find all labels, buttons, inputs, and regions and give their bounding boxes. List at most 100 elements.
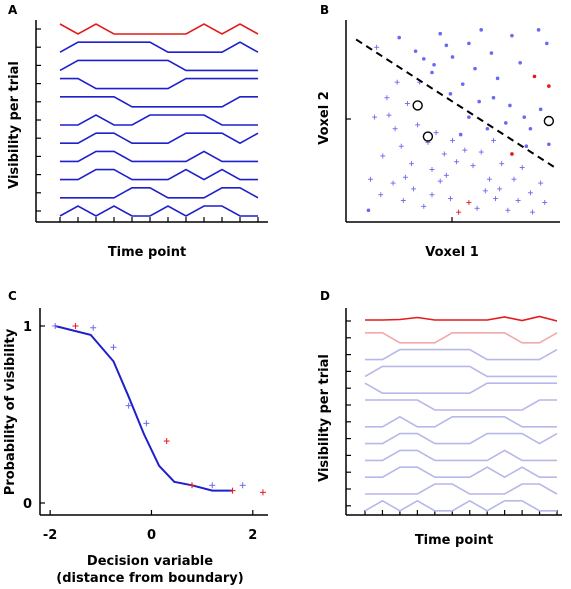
scatter-point-plus [437, 178, 443, 184]
scatter-point-star [518, 61, 522, 65]
scatter-point-plus [474, 205, 480, 211]
scatter-point-plus [392, 126, 398, 132]
x-tick-label: -2 [43, 528, 57, 543]
panel-b: B Voxel 2 Voxel 1 [317, 3, 560, 260]
probability-point [125, 402, 132, 409]
panel-c-points [52, 323, 266, 496]
scatter-point-plus [511, 176, 517, 182]
trial-line [59, 59, 258, 72]
panel-c-letter: C [8, 289, 17, 303]
scatter-point-star [522, 115, 527, 119]
scatter-point-star [489, 51, 494, 55]
scatter-point-star [473, 66, 477, 71]
probability-point [229, 487, 236, 494]
trial-line [59, 23, 259, 35]
scatter-point-plus [447, 196, 453, 202]
scatter-point-plus [404, 101, 410, 107]
scatter-point-plus [380, 153, 386, 159]
probability-point [143, 420, 150, 427]
trial-line [365, 432, 558, 445]
scatter-point-plus [372, 114, 378, 120]
circled-point [543, 115, 555, 127]
trial-line [365, 348, 558, 361]
panel-d-ylabel: Visibility per trial [317, 354, 332, 482]
scatter-point-plus [454, 159, 460, 165]
scatter-point-plus [400, 198, 406, 204]
scatter-point-star [491, 95, 496, 100]
probability-point [209, 482, 216, 489]
scatter-point-plus [466, 199, 472, 205]
scatter-point-star [438, 31, 443, 36]
scatter-point-plus [378, 192, 384, 198]
scatter-point-star [547, 84, 551, 88]
scatter-point-star [366, 208, 371, 213]
scatter-point-star [430, 70, 434, 75]
panel-a-xlabel: Time point [108, 245, 186, 260]
probability-point [259, 489, 266, 496]
trial-line [60, 114, 258, 126]
trial-line [60, 150, 258, 163]
scatter-point-plus [384, 95, 390, 101]
trial-line [365, 315, 558, 322]
panel-c-ylabel: Probability of visibility [3, 328, 18, 495]
scatter-point-star [495, 76, 500, 81]
panel-a-y-ticks [36, 28, 41, 212]
scatter-point-star [460, 82, 465, 86]
scatter-point-plus [443, 172, 449, 178]
panel-a-letter: A [8, 3, 18, 17]
panel-a-x-ticks [59, 217, 259, 222]
trial-line [364, 499, 557, 512]
scatter-point-plus [386, 112, 392, 118]
scatter-point-star [422, 57, 426, 61]
scatter-point-plus [402, 174, 408, 180]
scatter-point-star [444, 43, 449, 48]
scatter-point-plus [493, 196, 499, 202]
scatter-point-plus [538, 180, 544, 186]
scatter-point-star [448, 92, 453, 96]
trial-line [365, 466, 557, 479]
scatter-point-star [508, 103, 512, 108]
trial-line [365, 331, 558, 344]
trial-line [365, 449, 557, 462]
panel-d-y-ticks [346, 320, 351, 507]
panel-d-trials [364, 315, 558, 512]
panel-c-ticks: -2 0 2 0 1 [23, 320, 257, 543]
circled-point [412, 100, 423, 111]
panel-d: D Visibility per trial Time point [317, 289, 562, 548]
scatter-point-plus [429, 192, 435, 198]
scatter-point-star [538, 107, 543, 112]
scatter-point-star [397, 35, 402, 40]
scatter-point-star [532, 74, 537, 79]
scatter-point-plus [529, 209, 535, 215]
scatter-point-plus [456, 209, 462, 215]
panel-c: C -2 0 2 0 1 Probability of visibility Decis… [3, 289, 268, 586]
panel-c-xlabel-line2: (distance from boundary) [56, 571, 243, 586]
scatter-point-plus [519, 165, 525, 171]
panel-a-trials [59, 23, 259, 217]
panel-b-xlabel: Voxel 1 [425, 245, 479, 260]
probability-point [52, 323, 59, 329]
scatter-point-star [545, 41, 549, 46]
scatter-point-star [510, 33, 514, 38]
scatter-point-plus [450, 137, 455, 143]
scatter-point-plus [505, 207, 511, 213]
y-tick-label: 1 [23, 320, 32, 335]
scatter-point-plus [421, 203, 427, 209]
trial-line [59, 41, 259, 54]
trial-line [364, 365, 557, 378]
scatter-point-plus [429, 167, 435, 172]
scatter-point-plus [374, 44, 380, 50]
scatter-point-star [536, 28, 541, 32]
scatter-point-plus [368, 176, 373, 182]
scatter-point-plus [411, 186, 417, 192]
scatter-point-star [504, 121, 508, 125]
scatter-point-plus [394, 79, 400, 85]
probability-point [163, 438, 170, 445]
scatter-point-plus [527, 190, 533, 196]
trial-line [59, 205, 258, 217]
panel-a-ylabel: Visibility per trial [7, 61, 22, 189]
x-tick-label: 0 [147, 528, 156, 543]
scatter-point-plus [486, 176, 492, 182]
scatter-point-plus [470, 163, 476, 169]
